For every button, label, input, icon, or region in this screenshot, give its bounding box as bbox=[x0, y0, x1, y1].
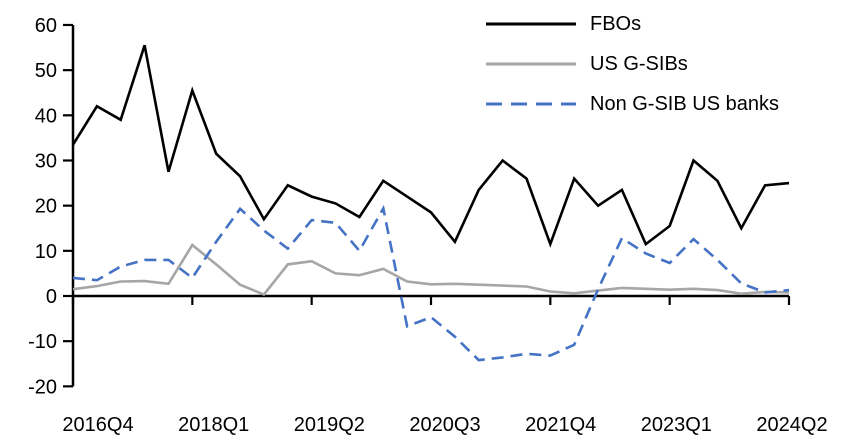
y-tick-label: 20 bbox=[35, 196, 57, 218]
legend-line-fbos-icon bbox=[486, 22, 576, 26]
legend: FBOs US G-SIBs Non G-SIB US banks bbox=[486, 4, 779, 124]
legend-line-us-g-sibs-icon bbox=[486, 62, 576, 66]
legend-item-us-g-sibs: US G-SIBs bbox=[486, 44, 779, 84]
y-tick-label: 10 bbox=[35, 241, 57, 263]
x-tick-label: 2016Q4 bbox=[62, 414, 133, 436]
series-line-us-g-sibs bbox=[72, 243, 790, 297]
x-tick-label: 2018Q1 bbox=[178, 414, 249, 436]
legend-label-us-g-sibs: US G-SIBs bbox=[590, 53, 688, 75]
legend-item-fbos: FBOs bbox=[486, 4, 779, 44]
y-tick-label: 30 bbox=[35, 150, 57, 172]
series-line-non-g-sib-us-banks bbox=[72, 204, 790, 362]
series-line-fbos bbox=[71, 44, 790, 248]
legend-label-non-g-sib-us-banks: Non G-SIB US banks bbox=[590, 93, 779, 115]
x-tick-label: 2023Q1 bbox=[641, 414, 712, 436]
legend-line-non-g-sib-us-banks-icon bbox=[486, 102, 576, 106]
legend-item-non-g-sib-us-banks: Non G-SIB US banks bbox=[486, 84, 779, 124]
legend-label-fbos: FBOs bbox=[590, 13, 642, 35]
y-tick-label: 50 bbox=[35, 60, 57, 82]
x-tick-label: 2019Q2 bbox=[294, 414, 365, 436]
y-tick-label: 60 bbox=[35, 15, 57, 37]
x-tick-label: 2020Q3 bbox=[409, 414, 480, 436]
x-tick-label: 2024Q2 bbox=[756, 414, 827, 436]
y-tick-label: 0 bbox=[46, 286, 57, 308]
x-tick-label: 2021Q4 bbox=[525, 414, 596, 436]
y-tick-label: 40 bbox=[35, 105, 57, 127]
y-tick-label: -20 bbox=[28, 376, 57, 398]
y-tick-label: -10 bbox=[28, 331, 57, 353]
